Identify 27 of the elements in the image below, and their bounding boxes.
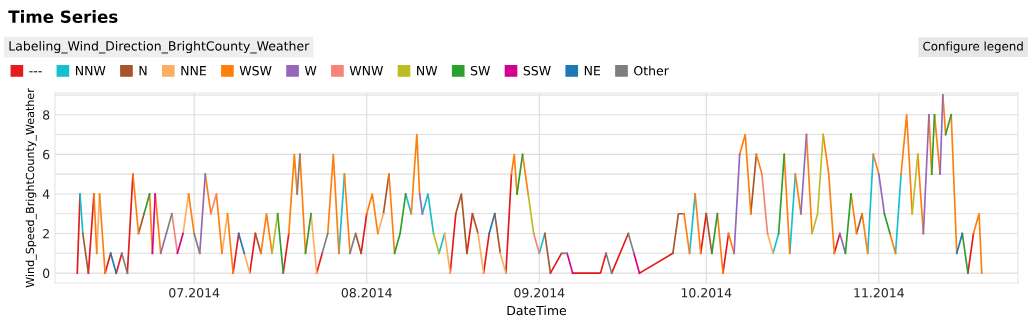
legend-label: SW — [470, 65, 490, 76]
legend-label: NNW — [76, 66, 106, 76]
x-axis-title: DateTime — [507, 305, 567, 316]
legend-label: SSW — [523, 65, 551, 76]
x-tick-label: 09.2014 — [514, 288, 565, 298]
legend-label: --- — [29, 71, 42, 73]
y-axis-title: Wind_Speed_BrightCounty_Weather — [25, 88, 37, 288]
y-tick-label: 6 — [43, 149, 50, 160]
legend-label: N — [139, 66, 147, 76]
legend-label: WNW — [349, 66, 383, 76]
x-tick-label: 11.2014 — [854, 288, 904, 298]
x-tick-label: 07.2014 — [169, 288, 220, 298]
legend-title: Labeling_Wind_Direction_BrightCounty_Weather — [9, 40, 310, 54]
y-tick-label: 2 — [43, 228, 49, 239]
chart-title: Time Series — [8, 10, 118, 23]
legend-label: WSW — [239, 65, 272, 76]
x-tick-label: 10.2014 — [681, 288, 732, 298]
x-tick-label: 08.2014 — [341, 288, 392, 298]
y-tick-label: 4 — [42, 189, 50, 199]
legend-label: NE — [584, 66, 601, 76]
legend-label: NNE — [181, 66, 206, 76]
legend-label: Other — [634, 65, 669, 76]
y-tick-label: 0 — [43, 268, 50, 279]
legend-label: NW — [417, 66, 438, 76]
text: Configure legend — [923, 41, 1023, 53]
legend-label: W — [304, 66, 317, 76]
y-tick-label: 8 — [43, 110, 50, 120]
